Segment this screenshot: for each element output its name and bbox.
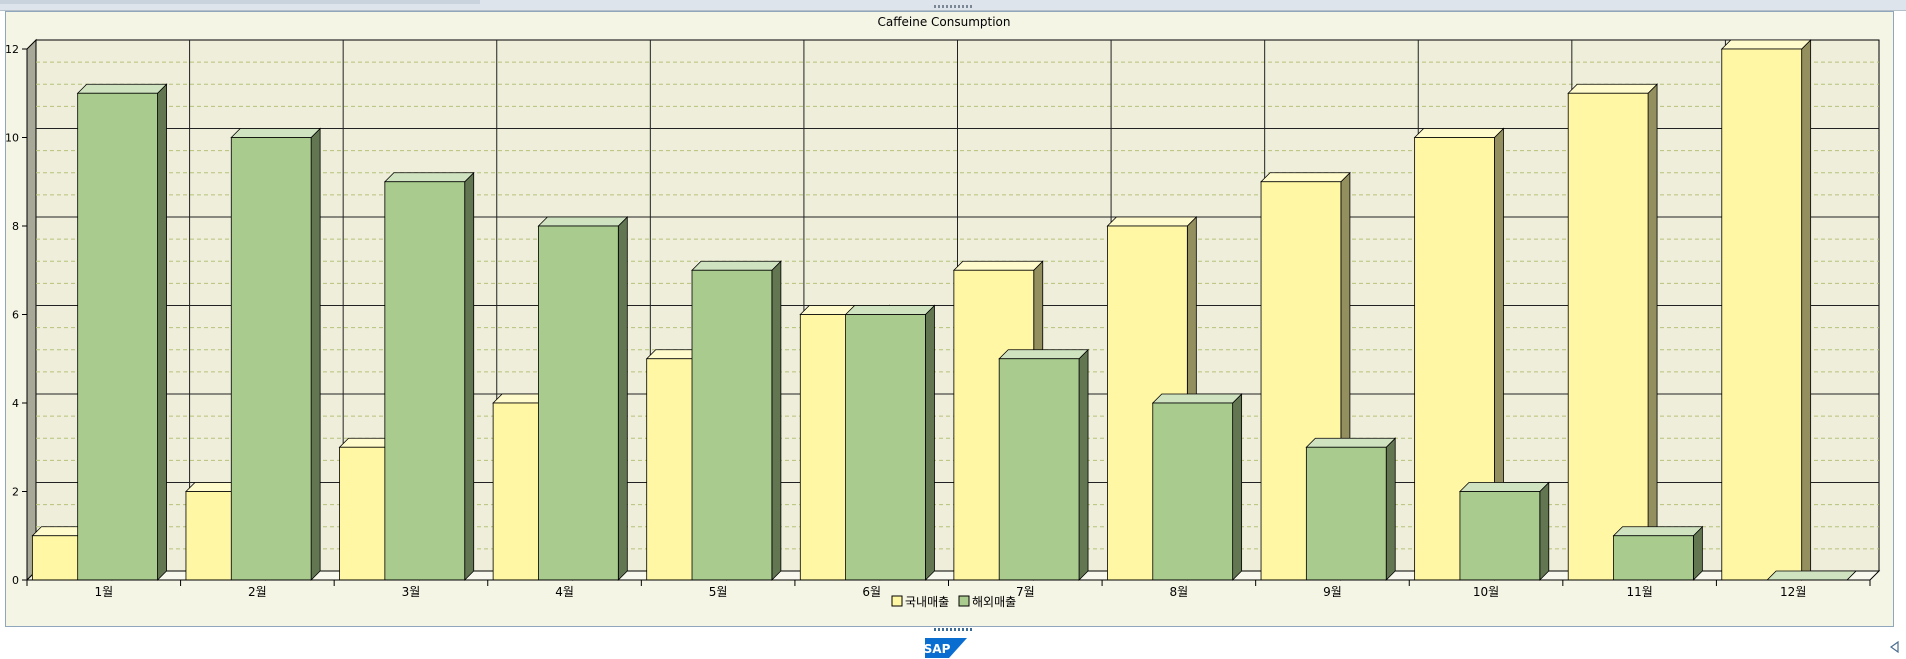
bar-front (230, 137, 312, 581)
bar-top (1260, 172, 1351, 183)
bar-front (77, 92, 158, 581)
triangle-left-icon[interactable] (1890, 641, 1900, 653)
bar-front (845, 314, 926, 581)
bar-side (617, 216, 628, 581)
bar-side (1539, 481, 1550, 581)
y-axis: 0 2 4 6 8 10 12 (5, 43, 27, 587)
cut-off-row (0, 0, 480, 4)
bar-side (1647, 83, 1658, 581)
x-tick-label: 1월 (94, 585, 113, 599)
bar-side (1801, 39, 1812, 581)
x-axis: 1월 2월 3월 4월 5월 6월 7월 8월 9월 10월 11월 12월 (26, 579, 1871, 599)
bar-front (691, 269, 773, 581)
bar-top (952, 260, 1044, 271)
bar-chart: Caffeine Consumption 0 2 4 6 8 10 12 1월 2월 3월 4월 5… (5, 15, 1881, 609)
bar-top (998, 349, 1090, 360)
bar-top (383, 172, 475, 183)
bar-side (1078, 348, 1089, 581)
bar-1-12월 (1720, 39, 1812, 581)
x-tick-label: 7월 (1016, 585, 1035, 599)
bar-top (1151, 393, 1243, 404)
bars (31, 39, 1857, 581)
bar-top (1305, 437, 1397, 448)
bar-2-11월 (1612, 525, 1704, 581)
bar-top (230, 128, 322, 138)
splitter-grip-top[interactable] (934, 5, 972, 8)
x-tick-label: 3월 (402, 585, 421, 599)
bar-2-12월 (1766, 570, 1857, 581)
sap-logo-text: SAP (925, 642, 951, 656)
bar-side (1385, 437, 1396, 581)
bar-top (1567, 83, 1659, 94)
bar-2-2월 (230, 127, 322, 581)
x-tick-label: 10월 (1473, 585, 1499, 599)
bar-2-5월 (691, 260, 782, 581)
x-tick-label: 2월 (248, 585, 267, 599)
bar-2-8월 (1151, 393, 1243, 581)
bar-front (1567, 92, 1649, 581)
bar-front (384, 181, 466, 581)
bar-side (771, 260, 782, 581)
x-tick-label: 12월 (1780, 585, 1806, 599)
legend-item-2: 해외매출 (958, 595, 1016, 609)
y-tick-label: 6 (12, 309, 19, 322)
bar-front (1721, 48, 1803, 581)
legend-item-1: 국내매출 (891, 595, 949, 609)
splitter-grip-bottom[interactable] (934, 628, 972, 631)
chart-title: Caffeine Consumption (878, 15, 1011, 29)
bar-2-9월 (1305, 437, 1397, 581)
bar-front (538, 225, 619, 581)
legend-label: 해외매출 (972, 595, 1016, 609)
bar-2-1월 (76, 83, 168, 581)
bar-2-7월 (998, 348, 1090, 581)
bar-front (998, 358, 1080, 581)
bar-front (1613, 535, 1694, 581)
legend-swatch (891, 595, 903, 607)
bar-side (157, 83, 167, 581)
bar-front (1459, 491, 1541, 581)
bar-top (1612, 526, 1704, 537)
bar-side (1232, 393, 1243, 581)
bar-2-6월 (844, 304, 936, 581)
y-tick-label: 8 (12, 220, 19, 233)
bar-top (76, 83, 168, 94)
bar-front (1152, 402, 1234, 581)
x-tick-label: 5월 (709, 585, 728, 599)
x-tick-label: 9월 (1323, 585, 1342, 599)
legend: 국내매출 해외매출 (891, 595, 1016, 609)
bar-side (464, 171, 475, 581)
bar-2-10월 (1458, 481, 1550, 581)
bar-top (1766, 570, 1857, 581)
legend-swatch (958, 595, 970, 607)
sap-logo: SAP (925, 638, 967, 658)
x-tick-label: 11월 (1626, 585, 1652, 599)
y-tick-label: 2 (12, 486, 19, 499)
bar-top (691, 260, 782, 271)
bar-side (925, 304, 935, 581)
bar-front (1305, 446, 1387, 581)
chart-container: Caffeine Consumption 0 2 4 6 8 10 12 1월 2월 3월 4월 5… (5, 11, 1894, 627)
bar-top (1106, 216, 1198, 227)
x-tick-label: 6월 (862, 585, 881, 599)
y-tick-label: 12 (6, 43, 19, 56)
y-tick-label: 4 (12, 397, 19, 410)
bar-top (1720, 39, 1812, 50)
bar-side (310, 127, 321, 581)
x-tick-label: 4월 (555, 585, 574, 599)
legend-label: 국내매출 (905, 595, 949, 609)
bar-1-11월 (1567, 83, 1659, 581)
bar-top (844, 305, 936, 315)
bar-2-4월 (537, 216, 629, 581)
bar-2-3월 (383, 171, 475, 581)
x-tick-label: 8월 (1170, 585, 1189, 599)
y-tick-label: 0 (12, 574, 19, 587)
bar-top (1413, 128, 1505, 138)
y-tick-label: 10 (6, 132, 19, 145)
bar-top (1458, 482, 1550, 492)
left-wall (26, 38, 37, 582)
bar-top (537, 216, 629, 227)
